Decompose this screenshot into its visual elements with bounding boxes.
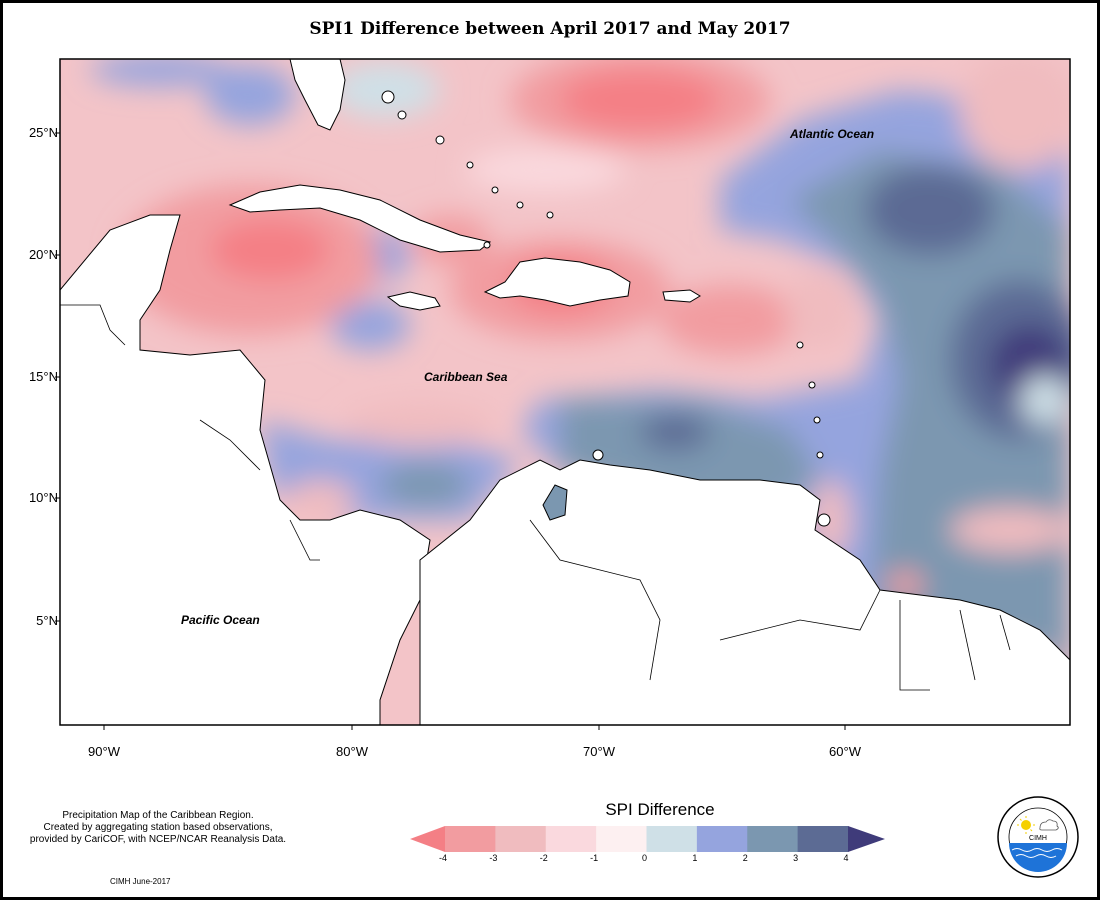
description-line: provided by CariCOF, with NCEP/NCAR Rean… <box>29 834 287 845</box>
label-pacific-ocean: Pacific Ocean <box>181 613 260 627</box>
legend-tick-label: -3 <box>489 853 498 863</box>
lon-label-80w: 80°W <box>336 744 368 759</box>
map-description: Precipitation Map of the Caribbean Regio… <box>8 810 308 846</box>
lat-label-5n: 5°N <box>36 613 58 628</box>
land-masses <box>60 59 1070 725</box>
map-credit: CIMH June-2017 <box>110 877 171 886</box>
small-islands <box>381 90 831 527</box>
spi-map <box>55 58 1071 730</box>
legend-tick-label: 1 <box>692 853 698 863</box>
logo-text: CIMH <box>1029 835 1047 842</box>
legend-tick-label: 3 <box>793 853 799 863</box>
legend-tick-label: 0 <box>641 853 647 863</box>
legend-tick-label: -2 <box>539 853 548 863</box>
label-atlantic-ocean: Atlantic Ocean <box>790 127 875 141</box>
map-title: SPI1 Difference between April 2017 and M… <box>309 19 791 39</box>
lon-label-90w: 90°W <box>88 744 120 759</box>
lake-maracaibo <box>542 484 568 521</box>
lat-label-20n: 20°N <box>28 247 58 262</box>
legend-tick-label: 2 <box>742 853 748 863</box>
lon-label-60w: 60°W <box>829 744 861 759</box>
legend-tick-label: -1 <box>590 853 599 863</box>
lon-label-70w: 70°W <box>583 744 615 759</box>
legend-tick-label: 4 <box>843 853 849 863</box>
lat-label-10n: 10°N <box>28 490 58 505</box>
description-line: Created by aggregating station based obs… <box>43 822 273 833</box>
lat-label-25n: 25°N <box>28 125 58 140</box>
legend-tick-label: -4 <box>438 853 447 863</box>
cimh-logo: CIMH <box>997 796 1079 878</box>
legend-title: SPI Difference <box>605 800 715 819</box>
lat-label-15n: 15°N <box>28 369 58 384</box>
label-caribbean-sea: Caribbean Sea <box>424 370 508 384</box>
country-borders <box>60 304 1011 691</box>
description-line: Precipitation Map of the Caribbean Regio… <box>62 810 254 821</box>
